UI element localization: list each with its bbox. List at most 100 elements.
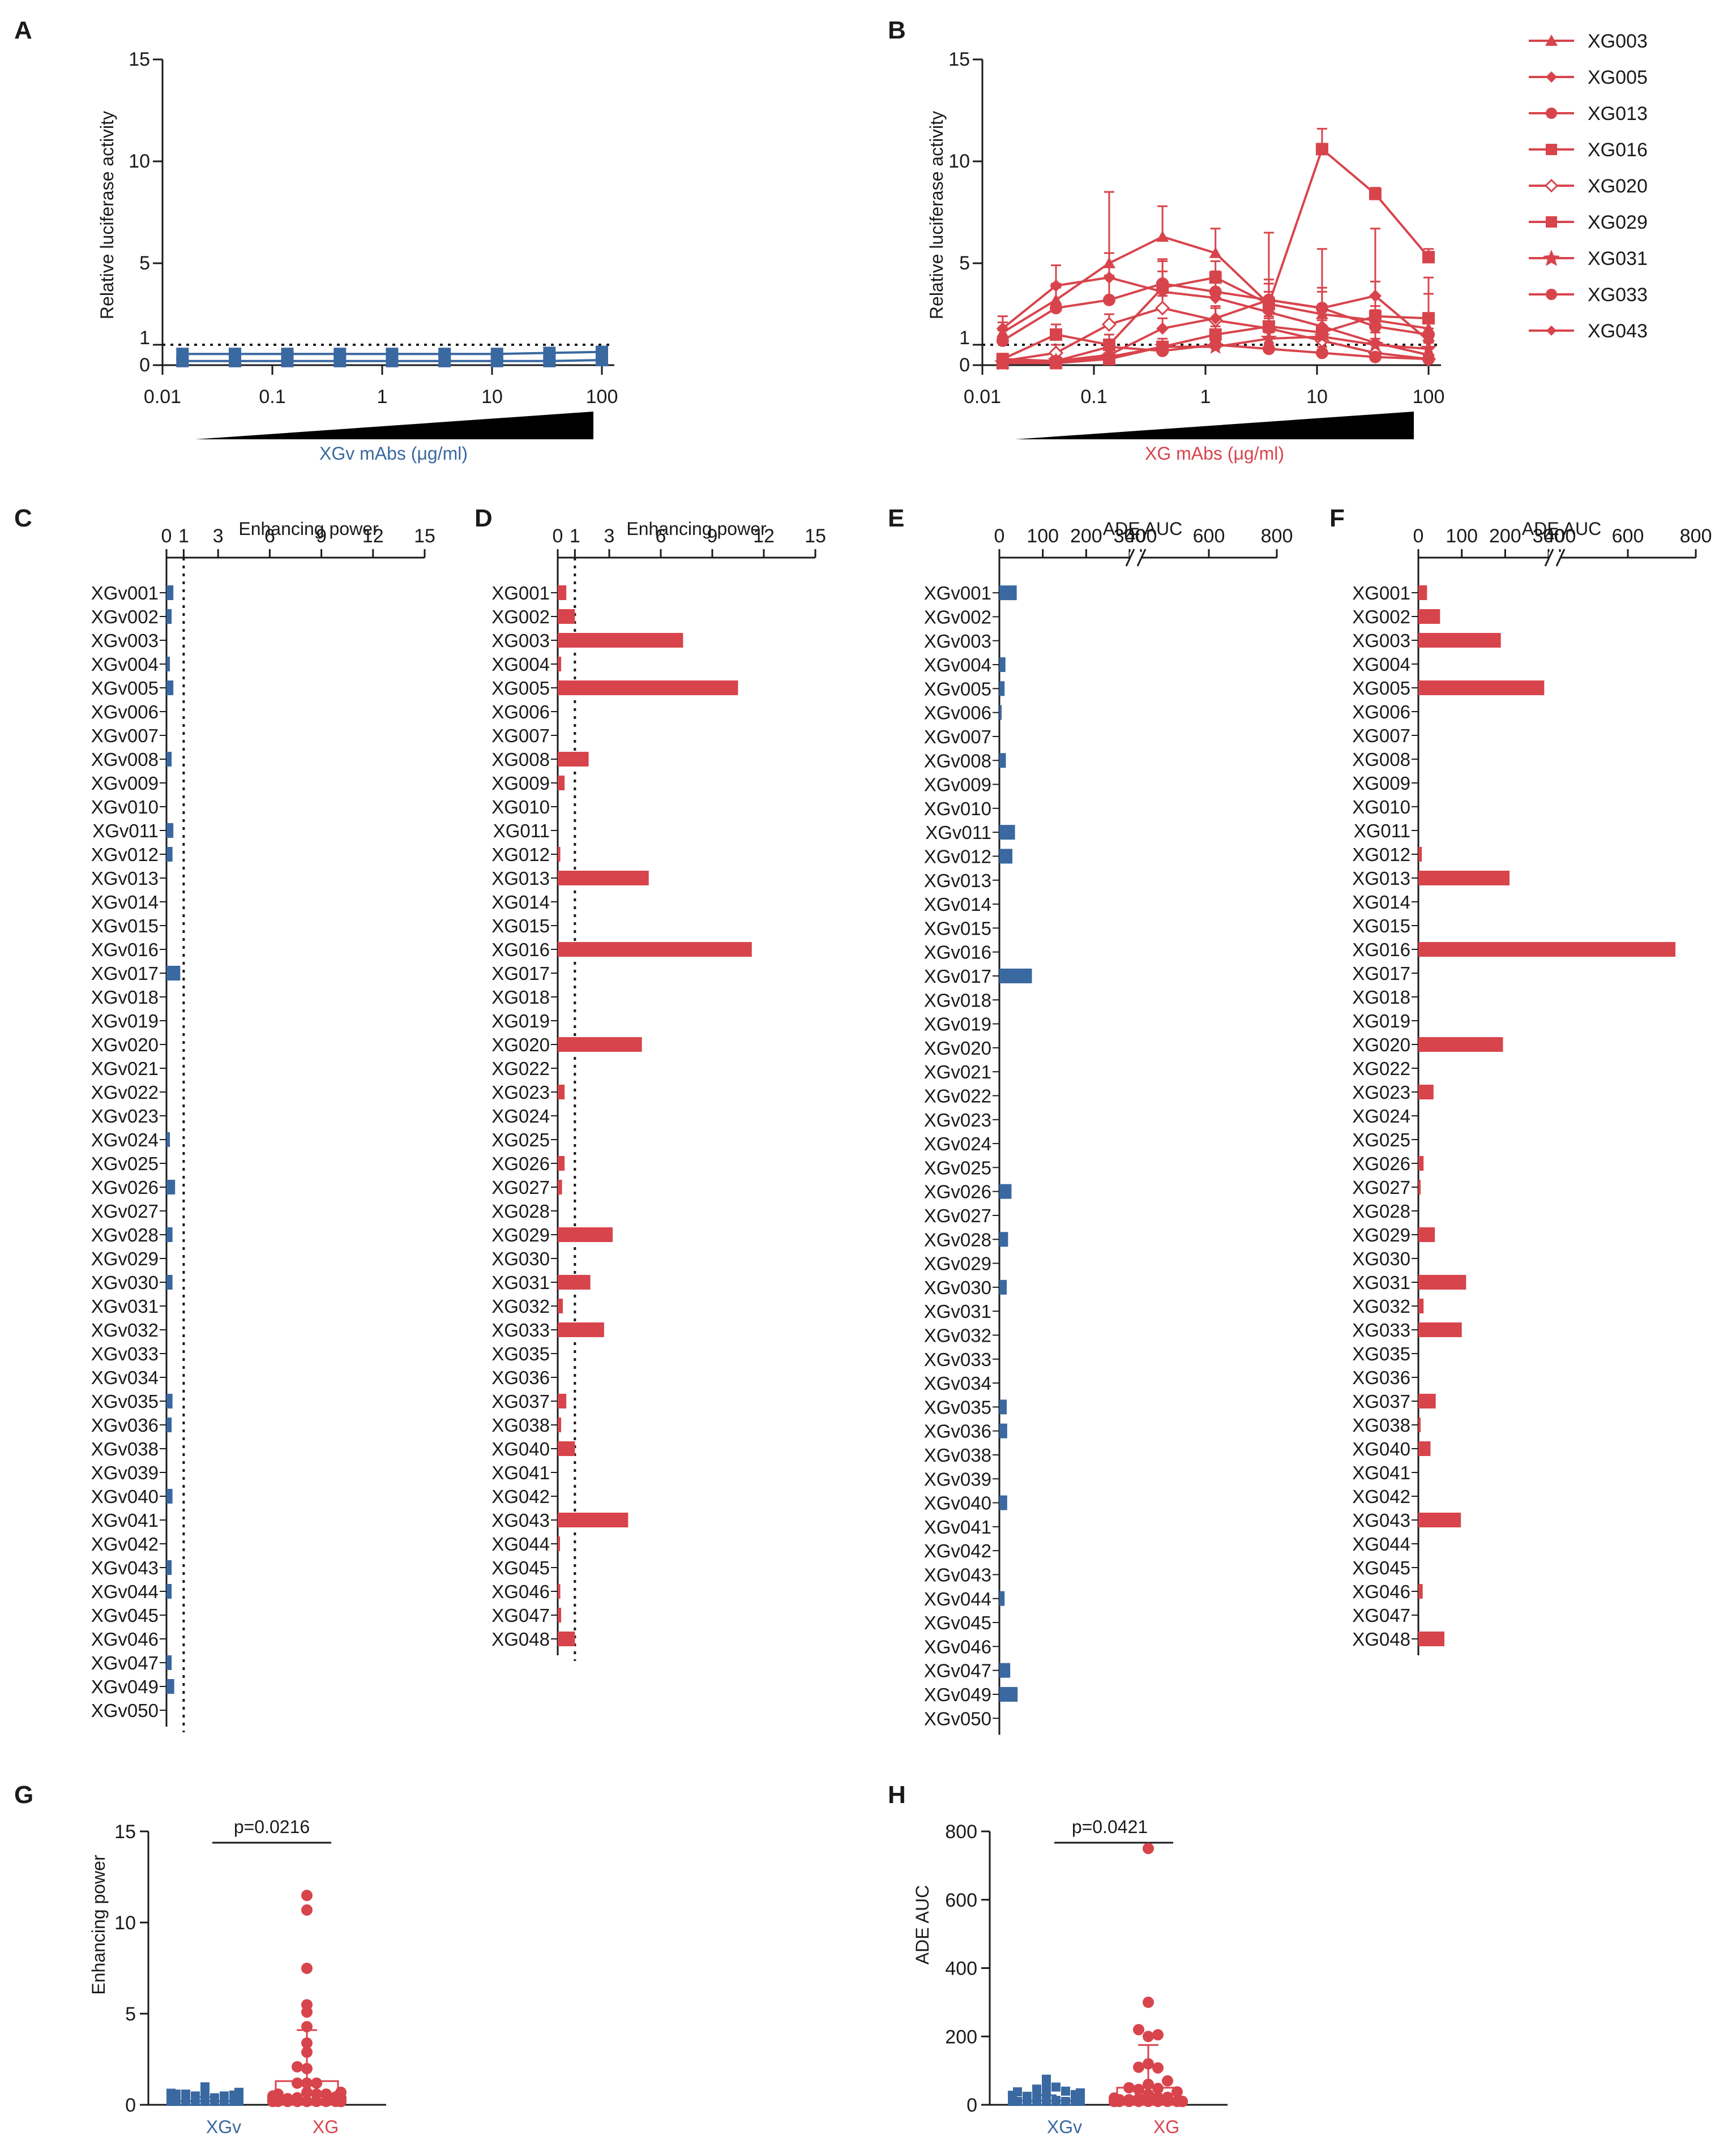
category-label: XGv001 <box>924 583 991 603</box>
category-label: XGv024 <box>91 1129 159 1150</box>
legend-label: XG033 <box>1588 284 1648 306</box>
category-label: XGv044 <box>91 1581 159 1602</box>
point-marker <box>311 2096 322 2107</box>
category-label: XGv014 <box>924 894 991 915</box>
category-label: XG035 <box>1352 1343 1410 1364</box>
bar <box>558 1085 565 1099</box>
point-marker <box>292 2061 303 2073</box>
category-label: XG041 <box>1352 1462 1410 1483</box>
category-label: XG018 <box>491 987 550 1008</box>
legend-label: XG003 <box>1588 31 1648 52</box>
y-tick-15: 15 <box>948 49 970 70</box>
category-label: XG007 <box>1352 725 1410 746</box>
legend: XG003 XG005 XG013 XG016 XG020 XG029 XG03… <box>1529 31 1648 342</box>
point-marker <box>386 354 399 367</box>
x-tick-label: 0 <box>1413 525 1424 547</box>
point-marker <box>1109 2096 1120 2107</box>
x-tick-label: 600 <box>1612 525 1644 547</box>
bar <box>1418 609 1440 624</box>
category-label: XG027 <box>1352 1177 1410 1198</box>
category-label: XG005 <box>1352 678 1410 699</box>
x-tick-label: 600 <box>1193 525 1225 547</box>
category-label: XGv047 <box>91 1652 159 1673</box>
category-label: XG048 <box>491 1629 550 1650</box>
category-label: XG037 <box>491 1391 550 1412</box>
category-label: XGv010 <box>91 797 159 817</box>
category-label: XG044 <box>491 1534 550 1555</box>
point-marker <box>292 2077 303 2089</box>
category-label: XGv028 <box>924 1229 991 1250</box>
category-label: XGv008 <box>91 749 159 770</box>
x-tick-label: 300 <box>1533 525 1565 547</box>
axis-break-mark <box>1544 549 1554 567</box>
marker-diamond-icon <box>1546 326 1557 336</box>
point-marker <box>1156 322 1169 335</box>
point-marker <box>301 2096 313 2107</box>
concentration-wedge <box>195 412 593 439</box>
category-label: XGv050 <box>924 1708 991 1729</box>
point-marker <box>166 2097 176 2106</box>
category-label: XGv034 <box>924 1373 991 1394</box>
category-label: XG011 <box>1354 820 1410 841</box>
x-tick-100: 100 <box>1413 386 1445 408</box>
category-label: XGv004 <box>924 654 991 675</box>
bar <box>1418 942 1675 957</box>
bar <box>558 1584 561 1599</box>
point-marker <box>333 354 347 367</box>
category-label: XG023 <box>491 1082 550 1103</box>
bar <box>999 849 1012 864</box>
category-label: XG002 <box>1352 606 1410 627</box>
category-label: XGv038 <box>924 1445 991 1466</box>
x-tick-label: 100 <box>1027 525 1059 547</box>
series-xgv-lower <box>176 354 608 367</box>
bar <box>558 847 561 862</box>
bar <box>558 1299 563 1313</box>
category-label: XGv008 <box>924 750 991 771</box>
category-label: XG003 <box>1352 630 1410 651</box>
point-marker <box>301 2006 313 2018</box>
y-tick-0: 0 <box>959 354 970 376</box>
category-label: XG025 <box>1352 1129 1410 1150</box>
category-label: XG031 <box>1352 1272 1410 1293</box>
bar <box>1418 1418 1421 1432</box>
category-label: XGv005 <box>924 678 991 699</box>
bar <box>166 823 174 838</box>
category-label: XG020 <box>1352 1034 1410 1055</box>
y-tick-label: 5 <box>125 2003 136 2025</box>
point-marker <box>1143 2058 1154 2070</box>
point-marker <box>301 2063 313 2075</box>
bar <box>1418 1156 1424 1171</box>
bar <box>558 1275 591 1290</box>
x-tick-label: 12 <box>753 525 775 547</box>
category-label: XGv045 <box>91 1605 159 1626</box>
category-label: XGv002 <box>924 606 991 627</box>
series-xg043 <box>996 280 1435 367</box>
point-marker <box>1209 271 1222 284</box>
category-label: XGv043 <box>924 1564 991 1585</box>
legend-item-xg005: XG005 <box>1529 67 1648 88</box>
bar <box>166 966 181 981</box>
category-label: XGv033 <box>924 1349 991 1370</box>
bar <box>558 680 738 695</box>
category-label: XGv007 <box>924 726 991 747</box>
point-marker <box>1209 339 1222 351</box>
bar <box>166 1679 174 1694</box>
category-label: XG040 <box>491 1438 550 1459</box>
category-label: XG010 <box>1352 797 1410 817</box>
category-label-xg: XG <box>313 2117 339 2137</box>
panel-letter-b: B <box>888 16 906 44</box>
category-label-xgv: XGv <box>1047 2117 1082 2137</box>
y-axis-label: Relative luciferase activity <box>97 111 117 319</box>
point-marker <box>1209 328 1222 341</box>
category-label: XGv012 <box>91 844 159 865</box>
axis-break-mark <box>1136 549 1147 567</box>
category-label: XG019 <box>1352 1011 1410 1031</box>
point-marker <box>543 354 556 367</box>
category-label: XG013 <box>1352 868 1410 889</box>
category-label: XGv026 <box>924 1181 991 1202</box>
category-label: XGv040 <box>924 1493 991 1514</box>
point-marker <box>1422 334 1435 347</box>
legend-item-xg043: XG043 <box>1529 320 1648 342</box>
bar <box>999 681 1005 696</box>
